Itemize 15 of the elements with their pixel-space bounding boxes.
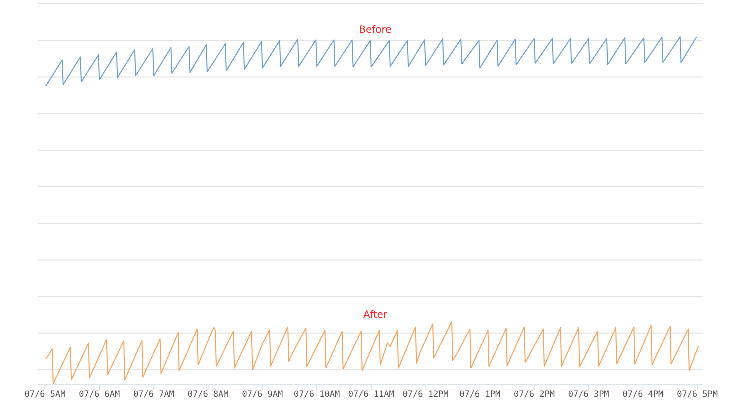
x-tick-label: 07/6 1PM	[460, 390, 501, 400]
x-tick-label: 07/6 5AM	[24, 390, 66, 400]
x-tick-label: 07/6 10AM	[294, 390, 340, 400]
x-tick-label: 07/6 9AM	[242, 390, 284, 400]
series-label: Before	[359, 25, 392, 36]
x-tick-label: 07/6 3PM	[568, 390, 610, 400]
x-tick-label: 07/6 7AM	[133, 390, 174, 400]
x-tick-label: 07/6 8AM	[188, 390, 229, 400]
x-tick-label: 07/6 2PM	[514, 390, 555, 400]
x-tick-label: 07/6 12PM	[402, 390, 449, 400]
series-label: After	[363, 310, 388, 322]
x-tick-label: 07/6 11AM	[348, 390, 394, 400]
x-tick-label: 07/6 6AM	[79, 390, 120, 400]
x-tick-label: 07/6 5PM	[677, 390, 718, 400]
x-tick-label: 07/6 4PM	[622, 390, 664, 400]
